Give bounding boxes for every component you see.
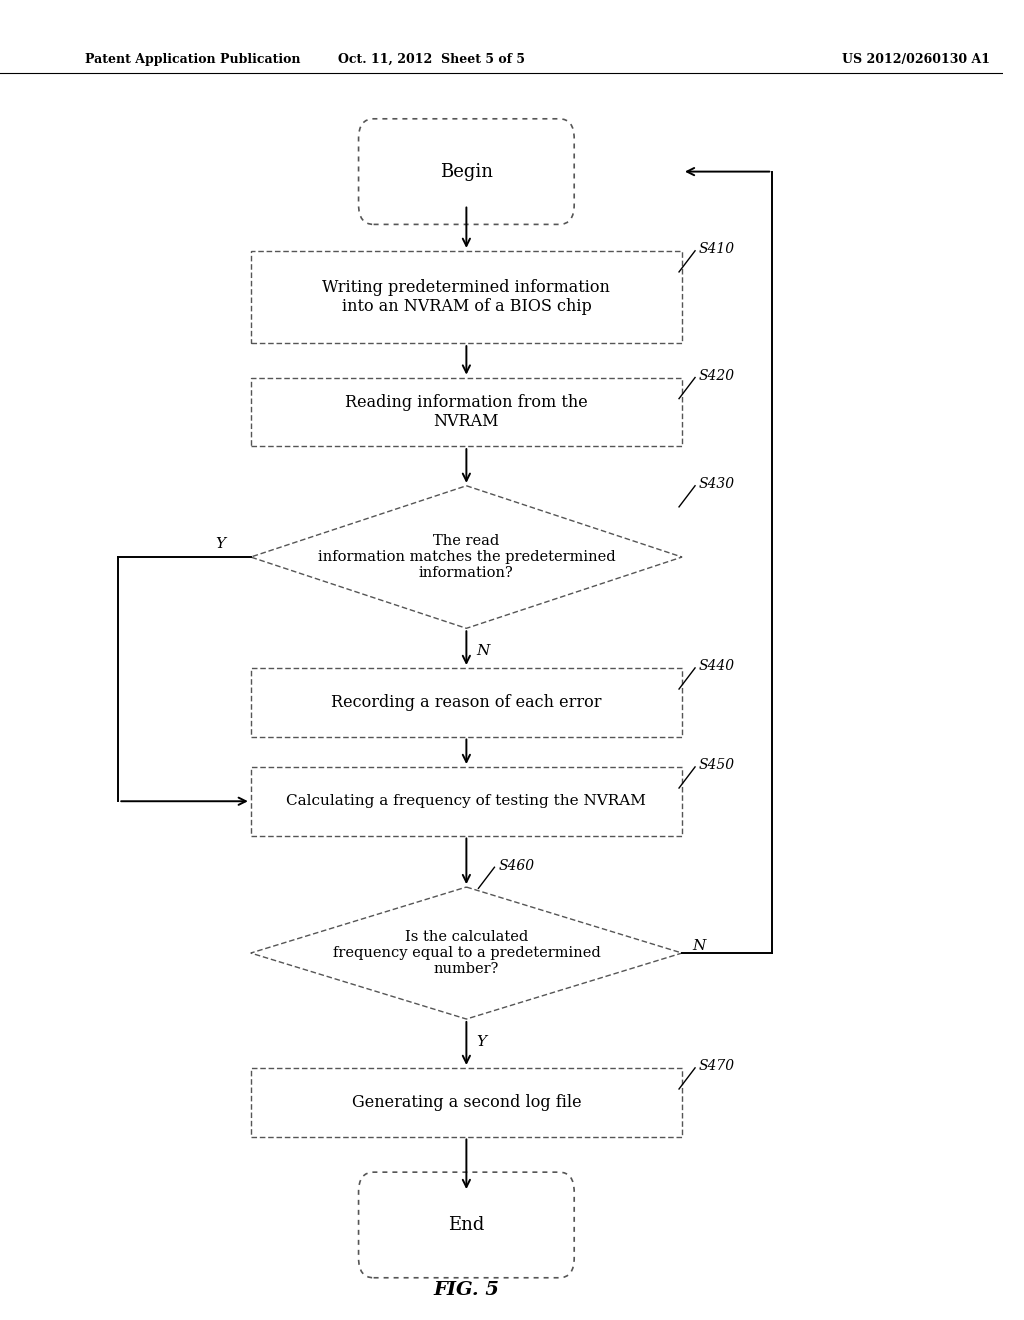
Text: S440: S440 (699, 659, 735, 673)
Text: Oct. 11, 2012  Sheet 5 of 5: Oct. 11, 2012 Sheet 5 of 5 (338, 53, 524, 66)
Text: Y: Y (476, 1035, 486, 1049)
Text: Generating a second log file: Generating a second log file (351, 1094, 582, 1110)
Text: Y: Y (215, 537, 225, 550)
Text: S420: S420 (699, 368, 735, 383)
FancyBboxPatch shape (358, 119, 574, 224)
FancyBboxPatch shape (251, 767, 682, 836)
Text: N: N (692, 940, 706, 953)
Text: Recording a reason of each error: Recording a reason of each error (331, 694, 602, 710)
FancyBboxPatch shape (251, 1068, 682, 1137)
Text: FIG. 5: FIG. 5 (433, 1280, 500, 1299)
Text: US 2012/0260130 A1: US 2012/0260130 A1 (843, 53, 990, 66)
FancyBboxPatch shape (358, 1172, 574, 1278)
Text: Is the calculated
frequency equal to a predetermined
number?: Is the calculated frequency equal to a p… (333, 929, 600, 977)
Text: Patent Application Publication: Patent Application Publication (85, 53, 301, 66)
FancyBboxPatch shape (251, 251, 682, 343)
FancyBboxPatch shape (251, 668, 682, 737)
Text: Begin: Begin (440, 162, 493, 181)
Text: S470: S470 (699, 1059, 735, 1073)
Polygon shape (251, 887, 682, 1019)
Text: N: N (476, 644, 489, 659)
Text: S430: S430 (699, 477, 735, 491)
Text: S450: S450 (699, 758, 735, 772)
FancyBboxPatch shape (251, 378, 682, 446)
Text: The read
information matches the predetermined
information?: The read information matches the predete… (317, 533, 615, 581)
Text: S460: S460 (499, 858, 535, 873)
Text: Reading information from the
NVRAM: Reading information from the NVRAM (345, 393, 588, 430)
Text: Calculating a frequency of testing the NVRAM: Calculating a frequency of testing the N… (287, 795, 646, 808)
Text: Writing predetermined information
into an NVRAM of a BIOS chip: Writing predetermined information into a… (323, 279, 610, 315)
Polygon shape (251, 486, 682, 628)
Text: End: End (449, 1216, 484, 1234)
Text: S410: S410 (699, 242, 735, 256)
